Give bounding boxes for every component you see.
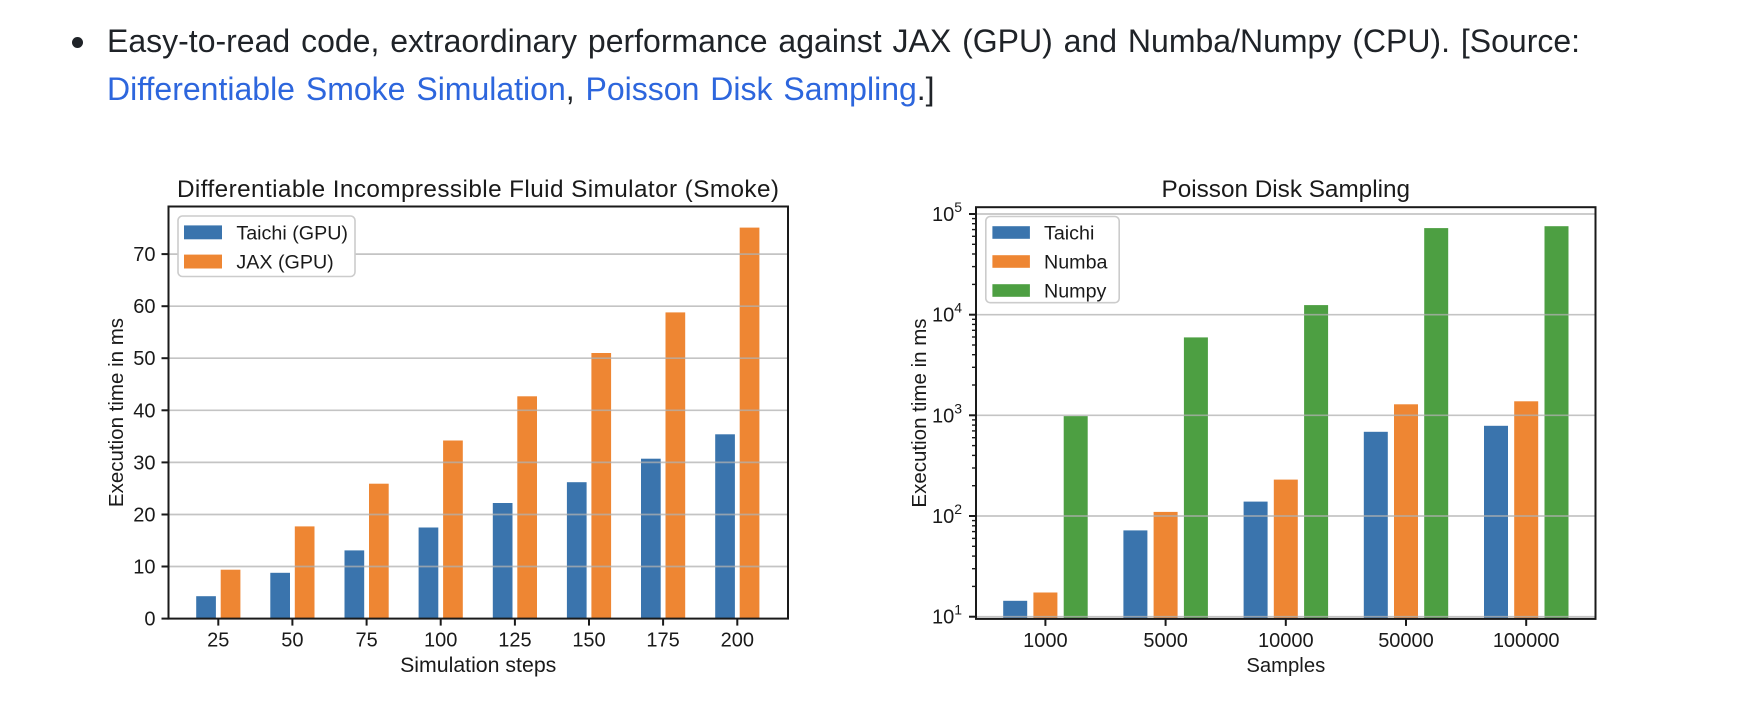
- svg-text:40: 40: [133, 400, 155, 422]
- svg-text:1000: 1000: [1023, 630, 1068, 652]
- svg-text:30: 30: [133, 452, 155, 474]
- svg-text:104: 104: [932, 300, 962, 327]
- svg-text:103: 103: [932, 400, 962, 427]
- svg-text:50000: 50000: [1378, 630, 1434, 652]
- svg-text:Poisson Disk Sampling: Poisson Disk Sampling: [1162, 176, 1410, 203]
- svg-text:150: 150: [572, 630, 605, 652]
- svg-text:Execution time in ms: Execution time in ms: [908, 318, 931, 507]
- svg-text:25: 25: [207, 630, 229, 652]
- svg-text:100000: 100000: [1493, 630, 1560, 652]
- svg-text:Differentiable Incompressible: Differentiable Incompressible Fluid Simu…: [177, 176, 779, 203]
- svg-text:105: 105: [932, 199, 962, 226]
- svg-text:50: 50: [133, 348, 155, 370]
- svg-text:50: 50: [281, 630, 303, 652]
- svg-text:Samples: Samples: [1246, 655, 1325, 677]
- svg-text:0: 0: [144, 609, 155, 631]
- svg-text:10: 10: [133, 557, 155, 579]
- svg-text:JAX (GPU): JAX (GPU): [236, 252, 333, 274]
- svg-text:101: 101: [932, 602, 962, 629]
- svg-text:102: 102: [932, 501, 962, 528]
- svg-text:Taichi: Taichi: [1044, 223, 1094, 245]
- svg-text:75: 75: [355, 630, 377, 652]
- svg-text:Execution time in ms: Execution time in ms: [105, 318, 128, 507]
- svg-text:10000: 10000: [1258, 630, 1314, 652]
- svg-text:200: 200: [721, 630, 754, 652]
- svg-text:Simulation steps: Simulation steps: [400, 653, 556, 677]
- svg-text:20: 20: [133, 505, 155, 527]
- svg-text:Numba: Numba: [1044, 252, 1108, 274]
- svg-text:125: 125: [498, 630, 531, 652]
- svg-text:Numpy: Numpy: [1044, 281, 1107, 303]
- svg-text:5000: 5000: [1143, 630, 1188, 652]
- svg-text:100: 100: [424, 630, 457, 652]
- svg-text:60: 60: [133, 296, 155, 318]
- svg-text:Taichi (GPU): Taichi (GPU): [236, 222, 348, 244]
- svg-text:175: 175: [646, 630, 679, 652]
- svg-text:70: 70: [133, 244, 155, 266]
